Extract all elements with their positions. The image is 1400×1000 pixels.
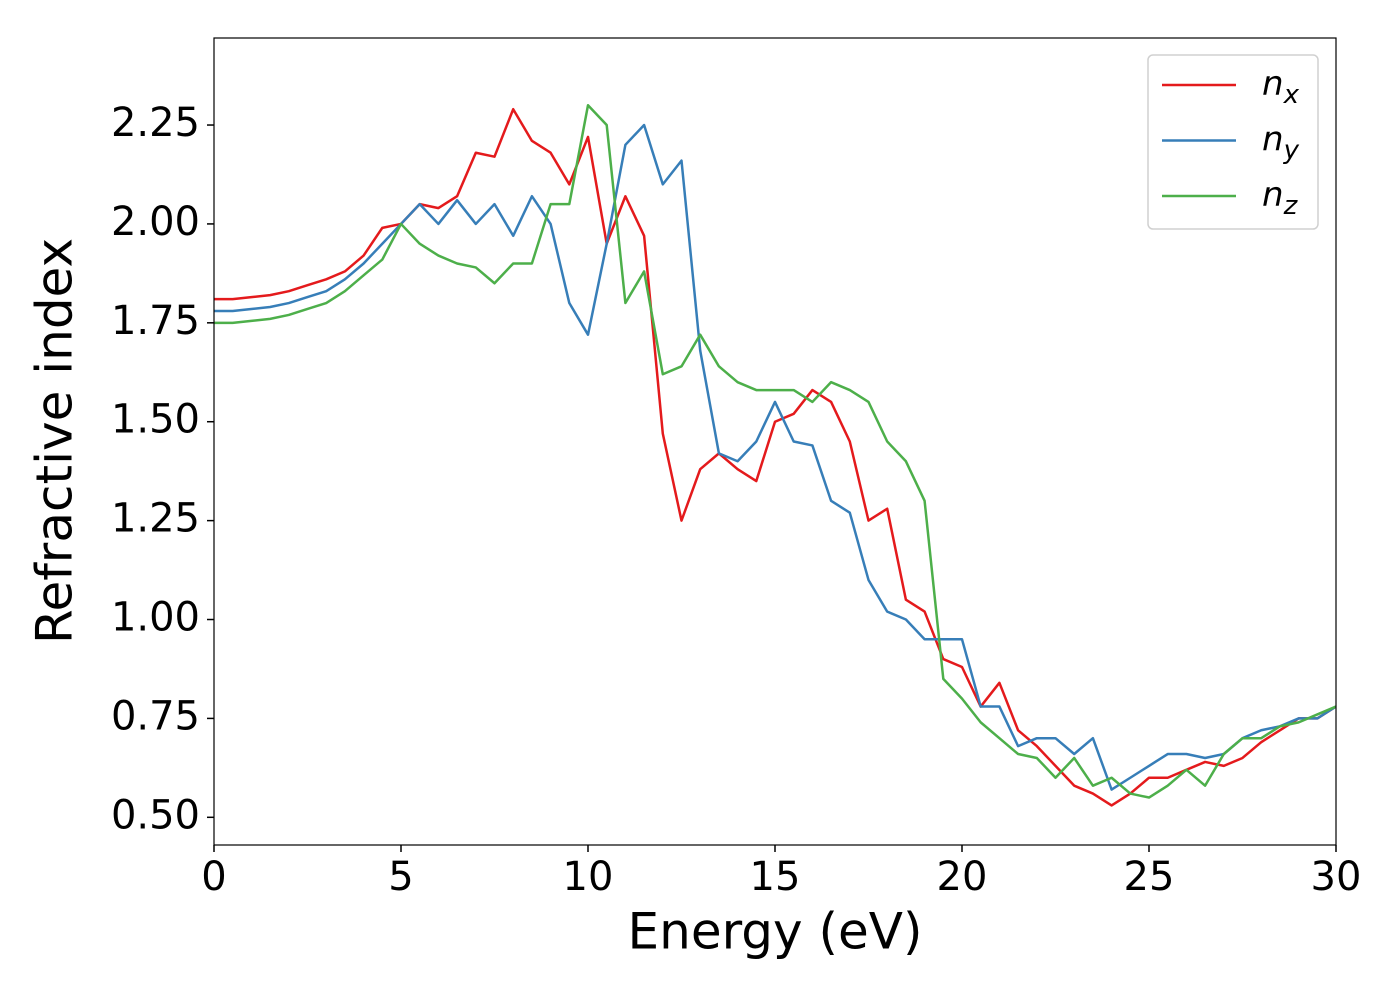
y-tick-label: 2.25 (111, 100, 200, 146)
series-line (214, 104, 1336, 799)
legend-label: nz (1262, 175, 1299, 221)
plot-frame (213, 37, 1337, 846)
y-axis-label: Refractive index (26, 238, 84, 644)
legend-box (1147, 54, 1319, 230)
x-tick-label: 10 (563, 854, 614, 900)
x-tick-label: 30 (1311, 854, 1362, 900)
y-tick-label: 1.50 (111, 397, 200, 443)
x-tick-label: 25 (1124, 854, 1175, 900)
x-axis-label: Energy (eV) (628, 903, 923, 961)
y-tick-label: 1.00 (111, 595, 200, 641)
x-tick-label: 0 (201, 854, 226, 900)
y-tick-label: 0.50 (111, 792, 200, 838)
x-tick-label: 20 (937, 854, 988, 900)
y-tick-label: 1.75 (111, 298, 200, 344)
y-tick-label: 2.00 (111, 199, 200, 245)
y-tick-label: 0.75 (111, 693, 200, 739)
legend-label: nx (1262, 64, 1300, 110)
legend-label: ny (1262, 119, 1300, 165)
x-tick-label: 5 (388, 854, 413, 900)
y-tick-label: 1.25 (111, 496, 200, 542)
x-tick-label: 15 (750, 854, 801, 900)
